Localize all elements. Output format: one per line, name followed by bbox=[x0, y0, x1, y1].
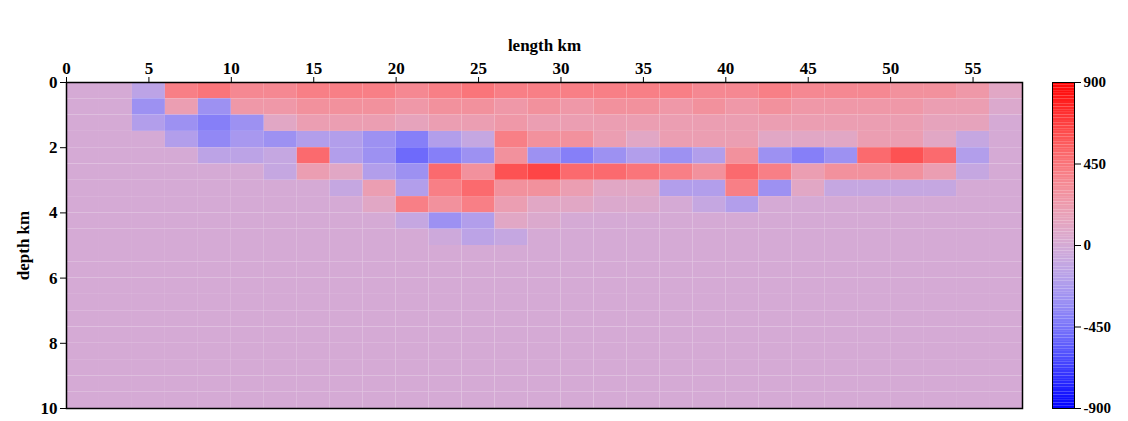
svg-text:45: 45 bbox=[800, 59, 817, 78]
svg-text:25: 25 bbox=[470, 59, 487, 78]
svg-text:length km: length km bbox=[508, 36, 581, 55]
svg-text:4: 4 bbox=[49, 203, 58, 222]
svg-text:50: 50 bbox=[882, 59, 899, 78]
svg-text:-450: -450 bbox=[1084, 319, 1112, 335]
svg-text:450: 450 bbox=[1084, 156, 1107, 172]
svg-text:35: 35 bbox=[635, 59, 652, 78]
svg-text:40: 40 bbox=[717, 59, 734, 78]
svg-text:55: 55 bbox=[965, 59, 982, 78]
svg-text:0: 0 bbox=[62, 59, 71, 78]
svg-text:0: 0 bbox=[1084, 237, 1092, 253]
svg-text:10: 10 bbox=[41, 399, 58, 418]
svg-text:20: 20 bbox=[388, 59, 405, 78]
svg-text:6: 6 bbox=[49, 269, 58, 288]
svg-text:depth km: depth km bbox=[14, 211, 33, 280]
svg-text:-900: -900 bbox=[1084, 400, 1112, 416]
svg-text:15: 15 bbox=[305, 59, 322, 78]
svg-text:8: 8 bbox=[49, 334, 58, 353]
svg-text:30: 30 bbox=[552, 59, 569, 78]
svg-text:5: 5 bbox=[145, 59, 154, 78]
svg-text:2: 2 bbox=[49, 138, 58, 157]
svg-text:0: 0 bbox=[49, 73, 58, 92]
svg-text:900: 900 bbox=[1084, 74, 1107, 90]
svg-text:10: 10 bbox=[223, 59, 240, 78]
